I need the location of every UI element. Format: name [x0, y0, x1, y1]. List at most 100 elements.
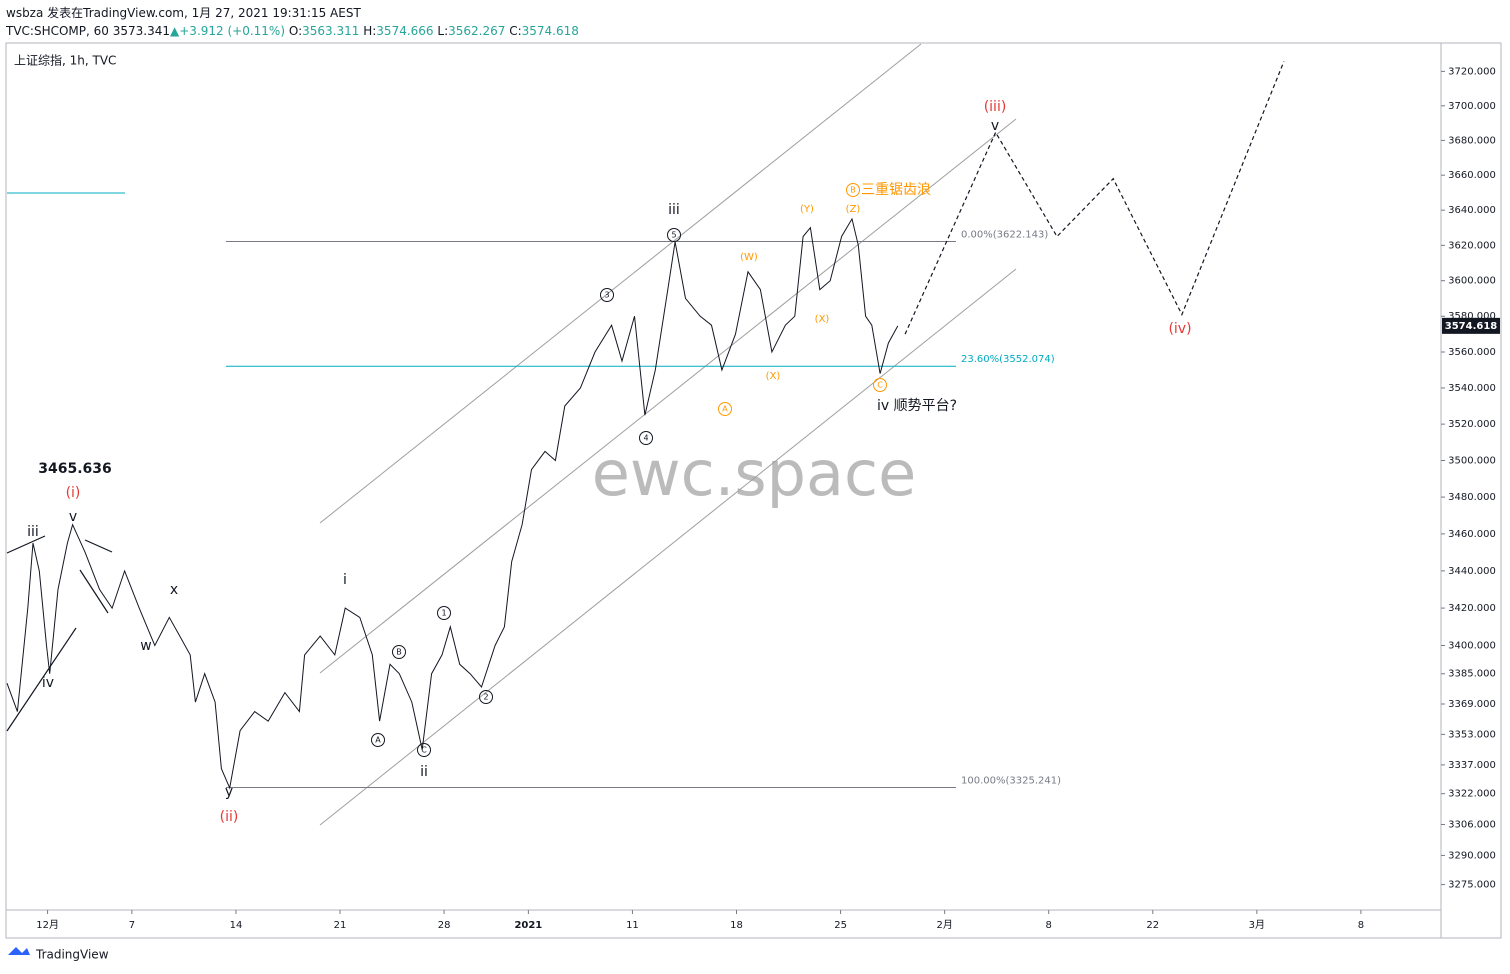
- y-tick-label: 3353.000: [1448, 729, 1496, 740]
- fib-label: 23.60%(3552.074): [961, 354, 1055, 365]
- y-tick-label: 3322.000: [1448, 789, 1496, 800]
- wave-label: iii: [27, 524, 39, 540]
- fib-label: 100.00%(3325.241): [961, 775, 1061, 786]
- wave-label: C: [421, 746, 427, 755]
- ohlc-label: O:: [288, 24, 303, 38]
- projection-line: [904, 61, 1285, 335]
- x-tick-label: 2月: [936, 919, 952, 931]
- wedge-line: [6, 627, 77, 732]
- wave-circle: [417, 743, 431, 757]
- wave-circle: [600, 288, 614, 302]
- channel-lower: [319, 268, 1017, 826]
- y-tick-label: 3290.000: [1448, 850, 1496, 861]
- wave-label: v: [991, 118, 999, 134]
- wave-circle: [392, 645, 406, 659]
- wedge-line: [79, 569, 109, 614]
- ohlc-value: 3563.311: [302, 24, 360, 38]
- wave-label: (X): [815, 314, 830, 325]
- wedge-line: [6, 535, 46, 554]
- last-price: 3573.341: [112, 24, 171, 38]
- y-tick-label: 3640.000: [1448, 205, 1496, 216]
- y-tick-label: 3680.000: [1448, 135, 1496, 146]
- wave-circle: [667, 228, 681, 242]
- footer-logo: TradingView: [35, 948, 109, 962]
- wave-label: iii: [668, 202, 680, 218]
- wave-label: (ii): [220, 809, 239, 825]
- wave-label: (Y): [800, 204, 814, 215]
- change: +3.912 (+0.11%): [179, 24, 286, 38]
- wave-label: 4: [643, 434, 648, 443]
- y-tick-label: 3440.000: [1448, 566, 1496, 577]
- y-tick-label: 3306.000: [1448, 819, 1496, 830]
- wave-label: B: [396, 648, 402, 657]
- y-tick-label: 3460.000: [1448, 529, 1496, 540]
- wedge-line: [84, 539, 113, 553]
- wedge: [6, 535, 113, 732]
- frame: [5, 42, 1502, 939]
- ohlc-value: 3562.267: [448, 24, 506, 38]
- wave-circle: [437, 606, 451, 620]
- wave-label: (iv): [1168, 321, 1191, 337]
- wave-label: A: [375, 736, 381, 745]
- channel-middle: [319, 118, 1017, 674]
- author-line: wsbza 发表在TradingView.com, 1月 27, 2021 19…: [6, 6, 361, 20]
- y-tick-label: 3720.000: [1448, 66, 1496, 77]
- y-tick-label: 3337.000: [1448, 760, 1496, 771]
- wave-label: 5: [671, 231, 676, 240]
- x-tick-label: 11: [626, 920, 639, 931]
- y-tick-label: 3560.000: [1448, 347, 1496, 358]
- wave-label: (Z): [846, 204, 861, 215]
- wave-circle: [371, 733, 385, 747]
- logo-icon: [8, 947, 30, 955]
- x-tick-label: 3月: [1249, 919, 1265, 931]
- symbol: TVC:SHCOMP, 60: [6, 24, 109, 38]
- legend-text: 上证综指, 1h, TVC: [14, 53, 116, 68]
- x-tick-label: 14: [230, 920, 243, 931]
- y-tick-label: 3385.000: [1448, 669, 1496, 680]
- x-tick-label: 7: [129, 920, 135, 931]
- wave-label: (W): [740, 252, 758, 263]
- wave-label: i: [343, 572, 347, 588]
- wave-label: (iii): [984, 99, 1007, 115]
- wave-circle: [846, 183, 860, 197]
- wave-label: 三重锯齿浪: [861, 182, 931, 198]
- y-tick-label: 3275.000: [1448, 880, 1496, 891]
- watermark: ewc.space: [592, 437, 917, 510]
- fib-label: 0.00%(3622.143): [961, 230, 1048, 241]
- wave-label: 2: [483, 693, 488, 702]
- wave-label: (i): [66, 485, 81, 501]
- wave-circle: [639, 431, 653, 445]
- wave-label: 3: [604, 291, 609, 300]
- wave-label: C: [877, 381, 883, 390]
- wave-label: x: [170, 582, 178, 598]
- ohlc-label: C:: [509, 24, 522, 38]
- wave-label: v: [69, 509, 77, 525]
- y-tick-label: 3580.000: [1448, 311, 1496, 322]
- x-tick-label: 22: [1146, 920, 1159, 931]
- y-tick-label: 3540.000: [1448, 383, 1496, 394]
- wave-label: 1: [441, 609, 446, 618]
- wave-label: iv: [42, 675, 54, 691]
- wave-label: (X): [766, 371, 781, 382]
- channel: [319, 43, 1017, 826]
- header: wsbza 发表在TradingView.com, 1月 27, 2021 19…: [6, 4, 579, 40]
- x-tick-label: 18: [730, 920, 743, 931]
- x-tick-label: 21: [334, 920, 347, 931]
- y-tick-label: 3600.000: [1448, 276, 1496, 287]
- wave-circle: [873, 378, 887, 392]
- ohlc-value: 3574.666: [376, 24, 434, 38]
- wave-circle: [718, 402, 732, 416]
- y-tick-label: 3660.000: [1448, 170, 1496, 181]
- y-tick-label: 3480.000: [1448, 492, 1496, 503]
- x-tick-label: 12月: [36, 919, 59, 931]
- wave-label: w: [140, 638, 151, 654]
- y-tick-label: 3369.000: [1448, 699, 1496, 710]
- wave-label: B: [850, 186, 856, 195]
- y-tick-label: 3400.000: [1448, 641, 1496, 652]
- y-tick-label: 3700.000: [1448, 101, 1496, 112]
- wave-label: ii: [420, 764, 428, 780]
- y-tick-label: 3420.000: [1448, 603, 1496, 614]
- channel-upper: [319, 43, 922, 524]
